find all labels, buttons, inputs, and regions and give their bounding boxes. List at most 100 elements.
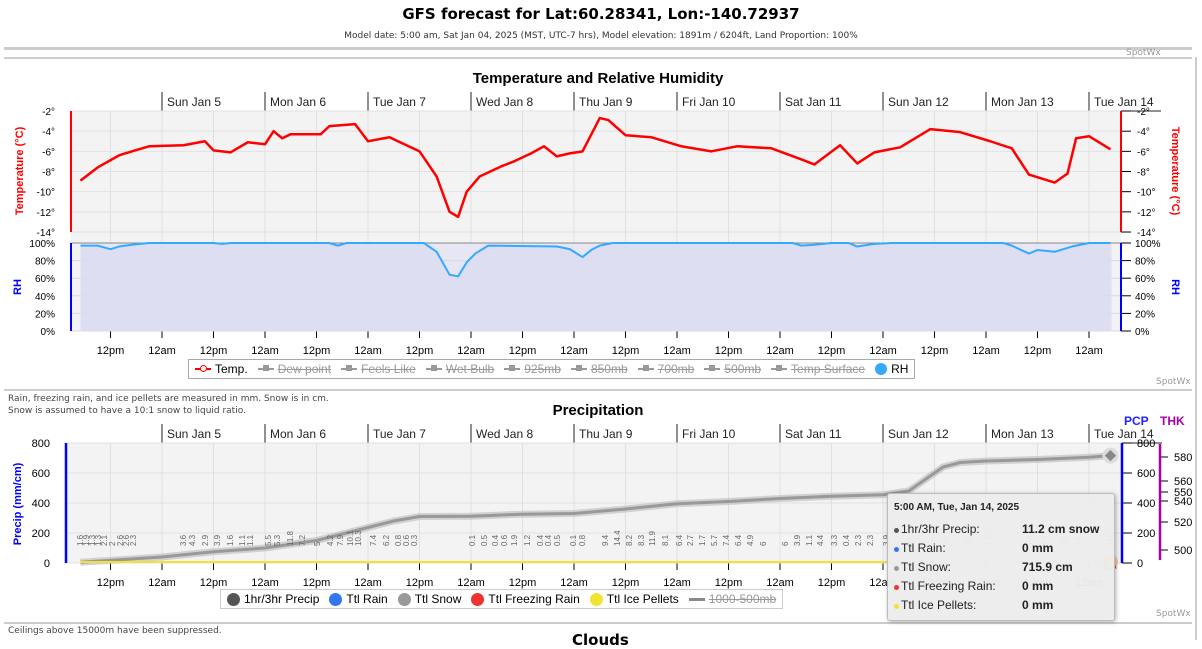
precip-note-1: Rain, freezing rain, and ice pellets are… — [8, 394, 329, 404]
legend-label: 700mb — [657, 362, 695, 376]
legend-item-feels-like[interactable]: Feels Like — [341, 362, 416, 376]
temp-day-label: Tue Jan 14 — [1094, 95, 1154, 109]
legend-item-700mb[interactable]: 700mb — [637, 362, 695, 376]
tooltip-label: Ttl Rain: — [894, 541, 1022, 555]
precip-amount-label: 7.9 — [336, 534, 345, 546]
legend-item-ttl-snow[interactable]: Ttl Snow — [397, 592, 462, 606]
thk-tick: 540 — [1174, 496, 1192, 508]
legend-item-wet-bulb[interactable]: Wet Bulb — [425, 362, 495, 376]
tooltip-row: Ttl Rain: 0 mm — [894, 538, 1108, 557]
temp-hour-label: 12am — [148, 345, 176, 357]
legend-label: Ttl Snow — [414, 592, 462, 606]
precip-amount-label: 4.4 — [816, 534, 825, 546]
precip-amount-label: 14.4 — [613, 530, 622, 546]
legend-label: Wet Bulb — [445, 362, 495, 376]
rh-area — [80, 243, 1111, 331]
precip-amount-label: 10.1 — [346, 530, 355, 546]
precip-amount-label: 6.4 — [734, 534, 743, 546]
divider — [4, 47, 1192, 50]
precip-amount-label: 2.3 — [866, 534, 875, 546]
circle-icon — [227, 592, 240, 606]
temp-axis-label-left: Temperature (°C) — [14, 126, 26, 215]
precip-tick-right: 0 — [1137, 558, 1143, 570]
legend-item-temp-surface[interactable]: Temp Surface — [771, 362, 865, 376]
legend-item-ttl-ice-pellets[interactable]: Ttl Ice Pellets — [589, 592, 679, 606]
ceiling-note: Ceilings above 15000m have been suppress… — [8, 626, 222, 636]
diamond-icon — [257, 365, 274, 371]
legend-label: Dew point — [277, 362, 332, 376]
legend-item-rh[interactable]: RH — [875, 362, 908, 376]
thk-tick: 560 — [1174, 476, 1192, 488]
legend-item-850mb[interactable]: 850mb — [570, 362, 628, 376]
legend-label: Ttl Ice Pellets — [606, 592, 679, 606]
precip-tick-left: 800 — [32, 438, 50, 450]
legend-label: Ttl Freezing Rain — [488, 592, 580, 606]
precip-hour-label: 12pm — [406, 577, 434, 589]
precip-amount-label: 11.9 — [648, 530, 657, 546]
rh-tick-right: 100% — [1135, 239, 1161, 250]
temp-tick-right: -14° — [1137, 228, 1155, 239]
legend-label: Ttl Rain — [346, 592, 388, 606]
temp-day-label: Tue Jan 7 — [373, 95, 426, 109]
circle-icon — [570, 365, 587, 371]
precip-hour-label: 12pm — [509, 577, 537, 589]
tooltip-row: Ttl Snow: 715.9 cm — [894, 557, 1108, 576]
precip-legend: 1hr/3hr Precip Ttl Rain Ttl Snow Ttl Freezi… — [220, 589, 784, 609]
temp-day-label: Thu Jan 9 — [579, 95, 633, 109]
legend-label: Feels Like — [361, 362, 416, 376]
legend-item-500mb[interactable]: 500mb — [704, 362, 761, 376]
precip-hour-label: 12am — [663, 577, 691, 589]
precip-amount-label: 5.3 — [273, 534, 282, 546]
tooltip-label-text: Ttl Ice Pellets: — [901, 597, 977, 612]
precip-day-label: Tue Jan 7 — [373, 427, 426, 441]
rh-tick-left: 40% — [35, 292, 55, 303]
thk-tick: 520 — [1174, 517, 1192, 529]
tooltip-label: Ttl Snow: — [894, 560, 1022, 574]
temp-tick-left: -4° — [42, 127, 55, 138]
temp-tick-right: -12° — [1137, 208, 1155, 219]
temp-line — [79, 116, 1112, 219]
legend-item-ttl-freezing-rain[interactable]: Ttl Freezing Rain — [471, 592, 580, 606]
thk-tick: 550 — [1174, 487, 1192, 499]
precip-amount-label: 0.6 — [500, 534, 509, 546]
credit-spotwx: SpotWx — [1126, 48, 1161, 58]
precip-day-label: Sun Jan 5 — [167, 427, 221, 441]
legend-item-dew-point[interactable]: Dew point — [257, 362, 332, 376]
precip-amount-label: 1.9 — [510, 534, 519, 546]
temp-chart-title: Temperature and Relative Humidity — [473, 70, 724, 87]
precip-amount-label: 4.3 — [188, 534, 197, 546]
tooltip-label-text: Ttl Snow: — [901, 559, 952, 574]
divider — [4, 622, 1192, 624]
triangle-icon — [771, 365, 788, 371]
precip-amount-label: 2.7 — [686, 534, 695, 546]
precip-amount-label: 1.3 — [94, 534, 103, 546]
precip-tick-right: 400 — [1137, 498, 1155, 510]
legend-item-925mb[interactable]: 925mb — [504, 362, 561, 376]
legend-item-temp-[interactable]: Temp. — [195, 362, 248, 376]
temp-tick-left: -14° — [37, 228, 55, 239]
precip-day-label: Fri Jan 10 — [682, 427, 736, 441]
precip-amount-label: 0.4 — [842, 534, 851, 546]
precip-amount-label: 1.1 — [805, 534, 814, 546]
legend-item-1000-500mb[interactable]: 1000-500mb — [688, 592, 776, 606]
line-circle-icon — [195, 365, 211, 372]
precip-amount-label: 0.4 — [491, 534, 500, 546]
temp-tick-right: -4° — [1137, 127, 1150, 138]
legend-item-ttl-rain[interactable]: Ttl Rain — [329, 592, 388, 606]
precip-day-label: Tue Jan 14 — [1094, 427, 1154, 441]
legend-label: Temp Surface — [791, 362, 866, 376]
temp-hour-label: 12am — [251, 345, 279, 357]
rh-tick-left: 80% — [35, 257, 55, 268]
circle-icon — [589, 592, 603, 606]
legend-item-1hr-3hr-precip[interactable]: 1hr/3hr Precip — [227, 592, 319, 606]
tooltip-label-text: 1hr/3hr Precip: — [901, 521, 980, 536]
temp-day-label: Sun Jan 12 — [888, 95, 949, 109]
rh-tick-right: 20% — [1135, 309, 1155, 320]
tooltip-value: 0 mm — [1022, 578, 1054, 593]
precip-amount-label: 3.9 — [882, 534, 891, 546]
page-title: GFS forecast for Lat:60.28341, Lon:-140.… — [402, 5, 800, 23]
precip-amount-label: 10.3 — [354, 530, 363, 546]
temp-hour-label: 12pm — [1024, 345, 1052, 357]
divider — [4, 389, 1192, 391]
precip-tick-right: 800 — [1137, 438, 1155, 450]
